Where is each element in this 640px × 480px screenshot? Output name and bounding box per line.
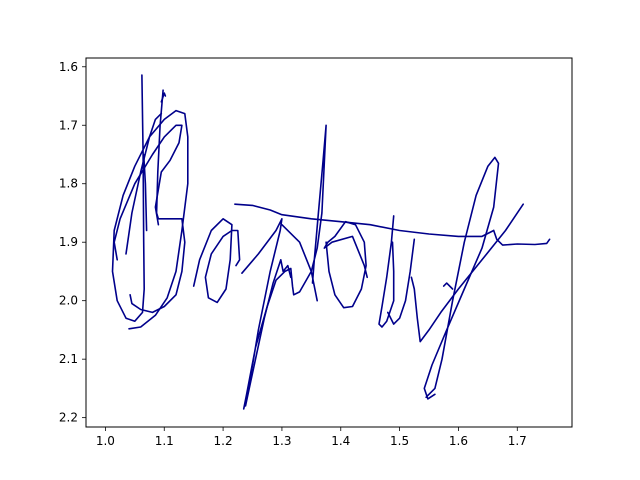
y-tick-label: 2.1 (59, 352, 78, 366)
x-tick-label: 1.7 (508, 434, 527, 448)
signature-stroke-7 (192, 218, 241, 304)
signature-stroke-14 (386, 238, 416, 325)
signature-stroke-5 (142, 153, 148, 232)
signature-stroke-16 (442, 282, 454, 290)
y-tick-label: 1.7 (59, 118, 78, 132)
x-tick-label: 1.4 (331, 434, 350, 448)
x-axis: 1.0 1.1 1.2 1.3 1.4 1.5 1.6 1.7 (96, 427, 527, 448)
plot-area (85, 57, 573, 428)
signature-stroke-6 (160, 92, 167, 103)
x-tick-label: 1.0 (96, 434, 115, 448)
x-tick-label: 1.6 (449, 434, 468, 448)
y-tick-label: 2.2 (59, 411, 78, 425)
signature-stroke-4 (125, 112, 163, 255)
signature-strokes (111, 74, 551, 410)
x-tick-label: 1.5 (390, 434, 409, 448)
y-tick-label: 1.8 (59, 177, 78, 191)
y-axis: 1.6 1.7 1.8 1.9 2.0 2.1 2.2 (59, 60, 86, 425)
signature-stroke-10 (244, 258, 292, 407)
signature-stroke-13 (378, 215, 395, 328)
x-tick-label: 1.1 (155, 434, 174, 448)
signature-stroke-1 (111, 74, 189, 330)
signature-stroke-3 (113, 124, 183, 261)
signature-stroke-11 (281, 223, 319, 302)
y-tick-label: 2.0 (59, 294, 78, 308)
signature-stroke-8 (234, 203, 495, 238)
signature-stroke-15 (410, 203, 525, 343)
y-tick-label: 1.6 (59, 60, 78, 74)
signature-stroke-9 (241, 124, 327, 410)
y-tick-label: 1.9 (59, 235, 78, 249)
signature-stroke-17 (423, 156, 500, 400)
x-tick-label: 1.2 (214, 434, 233, 448)
x-tick-label: 1.3 (272, 434, 291, 448)
signature-stroke-2 (129, 89, 186, 314)
signature-stroke-18 (492, 229, 551, 246)
signature-stroke-12 (323, 220, 369, 309)
